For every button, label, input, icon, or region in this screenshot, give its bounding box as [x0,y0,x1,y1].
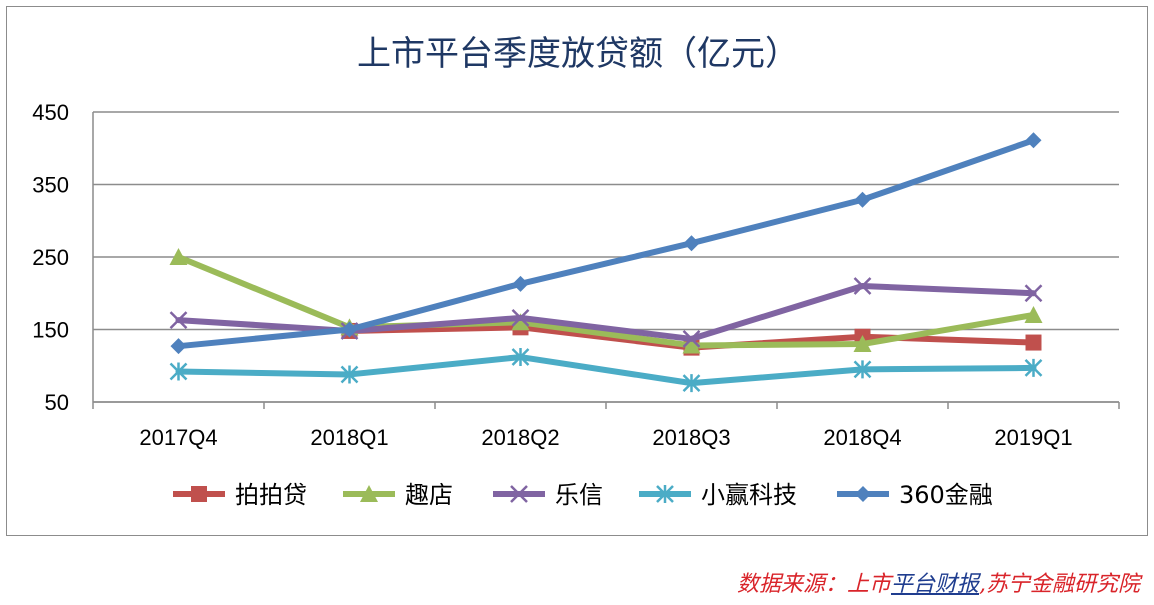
series-1-point [1024,306,1043,323]
series-2-point [511,309,530,327]
legend-swatch-marker [191,486,207,502]
legend-item: 拍拍贷 [173,481,307,509]
y-tick-label: 250 [32,245,69,270]
series-2 [169,277,1043,348]
legend-item: 乐信 [493,481,603,509]
x-tick-label: 2018Q1 [310,425,388,450]
y-tick-label: 350 [32,173,69,198]
x-tick-label: 2017Q4 [139,425,217,450]
y-tick-label: 50 [45,390,69,415]
series-3-point [511,348,530,367]
legend-swatch-marker [855,486,871,502]
series-2-point [682,330,701,348]
series-1-point [853,335,872,352]
source-part2: ,苏宁金融研究院 [979,572,1140,597]
legend-swatch-marker [656,485,674,503]
legend-label: 拍拍贷 [235,481,307,509]
series-2-point [1024,284,1043,303]
legend-item: 360金融 [837,481,993,509]
series-2-point [853,277,872,295]
source-part1: 上市 [846,572,891,597]
legend-item: 小赢科技 [639,481,797,509]
line-chart: 上市平台季度放贷额（亿元） 50 150 250 350 450 2017Q4 2018Q1 2… [32,34,1120,509]
source-emphasis: 平台财报 [890,572,979,597]
series-1-point [511,313,530,331]
series-3-line [175,354,1037,387]
x-tick-label: 2019Q1 [994,425,1072,450]
source-prefix: 数据来源： [736,572,847,597]
legend-item: 趣店 [343,481,453,509]
series-4-point [683,235,700,252]
series-4-point [1025,132,1042,149]
series-4-point [170,338,187,355]
series-3 [169,348,1043,393]
series-4-line [175,137,1037,350]
chart-title: 上市平台季度放贷额（亿元） [357,34,799,74]
series-3-point [340,365,359,384]
chart-frame: 上市平台季度放贷额（亿元） 50 150 250 350 450 2017Q4 2018Q1 2… [6,6,1148,536]
x-tick-label: 2018Q2 [481,425,559,450]
series-2-line [175,283,1037,342]
series-4-point [341,321,358,338]
series-2-point [169,311,188,329]
series-3-point [682,374,701,393]
y-tick-label: 150 [32,318,69,343]
series-3-point [169,362,188,381]
legend-label: 360金融 [899,481,993,509]
series-1-point [682,336,701,354]
series-1-line [175,254,1037,349]
x-tick-label: 2018Q3 [652,425,730,450]
legend-label: 小赢科技 [701,481,797,509]
series-0-point [1025,334,1042,351]
y-tick-label: 450 [32,100,69,125]
x-tick-label: 2018Q4 [823,425,901,450]
legend-label: 乐信 [555,481,603,509]
series-3-point [853,360,872,379]
source-note: 数据来源：上市平台财报,苏宁金融研究院 [737,566,1140,598]
series-1-point [169,248,188,265]
legend-swatch-marker [360,485,378,502]
series-4-point [512,275,529,292]
series-3-point [1024,358,1043,377]
legend-swatch-marker [510,485,528,503]
series-4 [170,132,1042,355]
series-4-point [854,191,871,208]
legend-label: 趣店 [405,481,453,509]
